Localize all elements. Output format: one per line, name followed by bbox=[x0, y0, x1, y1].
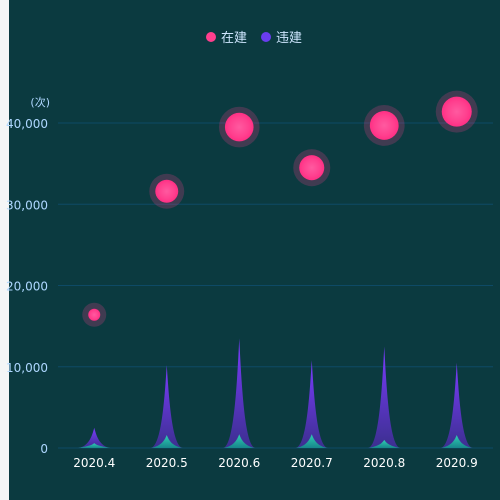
point-zaijian bbox=[441, 96, 472, 127]
x-tick-label: 2020.8 bbox=[363, 456, 405, 470]
bar-small bbox=[368, 439, 401, 448]
x-tick-label: 2020.9 bbox=[436, 456, 478, 470]
bar-weijian bbox=[150, 365, 183, 448]
point-zaijian bbox=[369, 111, 399, 140]
legend-label-weijian: 违建 bbox=[276, 31, 303, 46]
bar-small bbox=[78, 443, 111, 448]
point-zaijian bbox=[88, 308, 101, 321]
y-tick-label: 40,000 bbox=[6, 117, 48, 131]
y-tick-label: 30,000 bbox=[6, 198, 48, 212]
bar-weijian bbox=[295, 360, 328, 448]
x-tick-label: 2020.7 bbox=[291, 456, 333, 470]
legend-marker-weijian bbox=[261, 31, 272, 42]
y-tick-label: 20,000 bbox=[6, 280, 48, 294]
x-tick-label: 2020.6 bbox=[218, 456, 260, 470]
y-tick-label: 0 bbox=[40, 442, 48, 456]
x-tick-label: 2020.5 bbox=[146, 456, 188, 470]
legend-item-zaijian[interactable]: 在建 bbox=[206, 27, 247, 46]
bar-weijian bbox=[78, 427, 111, 448]
legend-label-zaijian: 在建 bbox=[221, 31, 248, 46]
bar-small bbox=[440, 435, 473, 448]
bar-weijian bbox=[440, 362, 473, 448]
point-zaijian bbox=[155, 179, 179, 203]
y-tick-label: 10,000 bbox=[6, 361, 48, 375]
bar-weijian bbox=[223, 338, 256, 448]
legend-item-weijian[interactable]: 违建 bbox=[261, 27, 302, 46]
point-zaijian bbox=[299, 155, 325, 181]
bar-small bbox=[223, 434, 256, 448]
chart-legend: 在建 违建 bbox=[206, 27, 302, 46]
x-tick-label: 2020.4 bbox=[73, 456, 115, 470]
point-zaijian bbox=[224, 112, 254, 142]
legend-marker-zaijian bbox=[206, 31, 216, 42]
bar-small bbox=[295, 434, 328, 448]
y-unit-label: (次) bbox=[30, 95, 50, 109]
bar-small bbox=[150, 435, 183, 448]
bar-weijian bbox=[368, 346, 401, 448]
chart-panel bbox=[9, 0, 500, 500]
